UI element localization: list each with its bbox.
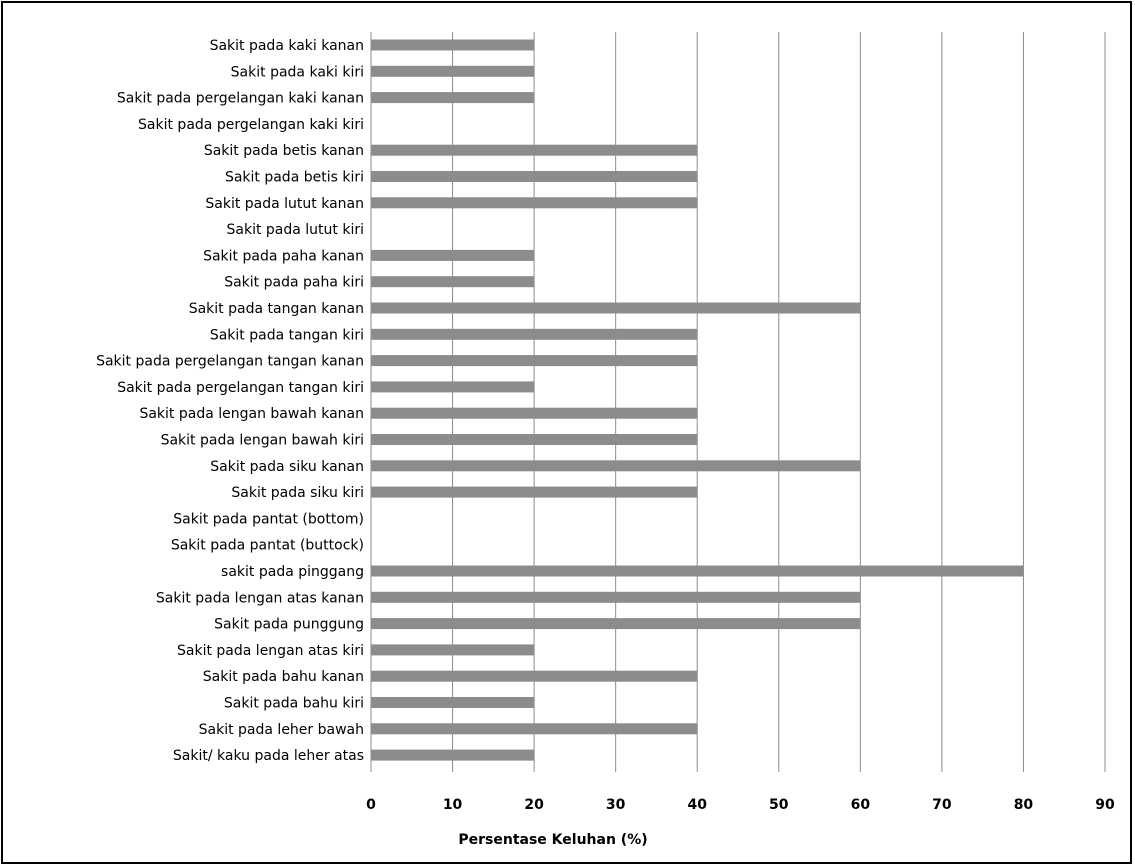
gridlines: [370, 32, 1106, 772]
category-label: Sakit pada lengan atas kiri: [177, 643, 364, 659]
category-label: Sakit pada pergelangan tangan kiri: [117, 380, 364, 396]
bar: [371, 644, 535, 656]
category-label: Sakit pada lengan atas kanan: [156, 590, 364, 606]
bar: [371, 697, 535, 708]
bar: [371, 65, 535, 77]
bar: [371, 749, 535, 761]
bar: [371, 618, 861, 630]
bar: [371, 171, 698, 182]
bar: [371, 276, 535, 288]
bar: [371, 723, 698, 735]
x-tick-label: 40: [687, 797, 707, 813]
category-label: Sakit pada lengan bawah kanan: [139, 406, 364, 422]
bars: [371, 39, 1024, 761]
x-tick-label: 80: [1014, 797, 1034, 813]
category-label: Sakit pada lengan bawah kiri: [161, 433, 364, 449]
x-tick-label: 60: [851, 797, 871, 813]
bar: [371, 486, 698, 498]
category-label: Sakit pada pantat (buttock): [171, 538, 364, 554]
category-label: Sakit pada lutut kiri: [227, 222, 365, 238]
x-tick-label: 20: [524, 797, 544, 813]
category-label: Sakit pada pantat (bottom): [173, 511, 364, 527]
category-label: Sakit pada pergelangan kaki kanan: [117, 91, 364, 107]
category-label: Sakit pada betis kiri: [225, 170, 364, 186]
bar: [371, 197, 698, 209]
bar: [371, 355, 698, 367]
bar: [371, 249, 535, 261]
category-label: Sakit pada lutut kanan: [205, 196, 364, 212]
category-label: Sakit pada siku kanan: [210, 459, 364, 475]
x-tick-label: 0: [366, 797, 376, 813]
category-label: Sakit pada siku kiri: [231, 485, 364, 501]
x-tick-label: 10: [443, 797, 463, 813]
category-label: Sakit pada betis kanan: [204, 143, 364, 159]
x-axis-title: Persentase Keluhan (%): [458, 832, 647, 848]
bar: [371, 565, 1024, 577]
bar: [371, 381, 535, 393]
category-labels: Sakit pada kaki kanan Sakit pada kaki kir…: [96, 38, 364, 764]
x-tick-label: 90: [1095, 797, 1115, 813]
bar: [371, 591, 861, 603]
bar: [371, 460, 861, 472]
bar: [371, 670, 698, 682]
category-label: sakit pada pinggang: [221, 564, 364, 580]
category-label: Sakit/ kaku pada leher atas: [173, 748, 364, 764]
bar: [371, 407, 698, 419]
category-label: Sakit pada paha kiri: [224, 275, 364, 291]
category-label: Sakit pada bahu kiri: [224, 696, 364, 712]
category-label: Sakit pada leher bawah: [199, 722, 364, 738]
bar: [371, 434, 698, 445]
x-tick-label: 30: [606, 797, 626, 813]
x-tick-label: 70: [932, 797, 952, 813]
bar: [371, 144, 698, 156]
category-label: Sakit pada punggung: [214, 617, 364, 633]
category-label: Sakit pada pergelangan tangan kanan: [96, 354, 364, 370]
category-label: Sakit pada kaki kanan: [210, 38, 364, 54]
category-label: Sakit pada pergelangan kaki kiri: [138, 117, 364, 133]
x-tick-label: 50: [769, 797, 789, 813]
category-label: Sakit pada bahu kanan: [203, 669, 364, 685]
category-label: Sakit pada paha kanan: [203, 248, 364, 264]
x-tick-labels: 0 10 20 30 40 50 60 70 80 90: [366, 797, 1115, 813]
bar: [371, 39, 535, 51]
category-label: Sakit pada kaki kiri: [231, 64, 364, 80]
category-label: Sakit pada tangan kiri: [210, 327, 364, 343]
bar: [371, 328, 698, 340]
category-label: Sakit pada tangan kanan: [189, 301, 364, 317]
bar: [371, 302, 861, 314]
bar: [371, 92, 535, 104]
